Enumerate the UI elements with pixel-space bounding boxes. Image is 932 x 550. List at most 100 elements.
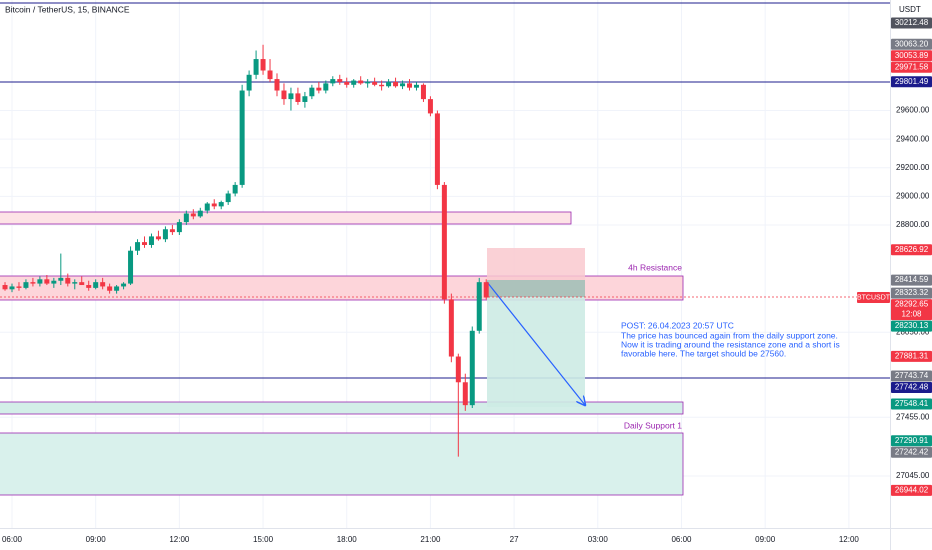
candle-body bbox=[100, 282, 106, 287]
candle-body bbox=[427, 99, 433, 114]
candle-body bbox=[476, 282, 482, 331]
price-tag bbox=[891, 61, 932, 73]
candle-body bbox=[107, 286, 113, 291]
resistance-zone-upper bbox=[0, 211, 572, 225]
price-tag bbox=[891, 244, 932, 256]
price-tag-label: 27242.42 bbox=[895, 447, 929, 456]
candle-body bbox=[455, 356, 461, 383]
price-tag-label: 28230.13 bbox=[895, 321, 929, 330]
candle-body bbox=[86, 285, 92, 288]
y-tick-label: 29400.00 bbox=[896, 134, 930, 143]
price-tag bbox=[891, 76, 932, 88]
price-tag-label: 30063.20 bbox=[895, 39, 929, 48]
price-tag-label: 28323.32 bbox=[895, 288, 929, 297]
price-tag-label: 29971.58 bbox=[895, 62, 929, 71]
candle-body bbox=[281, 90, 287, 100]
price-tag bbox=[891, 398, 932, 410]
candle-body bbox=[337, 79, 343, 82]
price-tag bbox=[891, 287, 932, 299]
candle-body bbox=[260, 59, 266, 71]
countdown: 12:08 bbox=[901, 310, 922, 319]
price-tag bbox=[891, 350, 932, 362]
candle-body bbox=[393, 81, 399, 87]
price-tag-label: 27290.91 bbox=[895, 436, 929, 445]
candle-body bbox=[295, 93, 301, 102]
candle-body bbox=[330, 79, 336, 84]
candle-body bbox=[93, 282, 99, 288]
price-tag-label: 30053.89 bbox=[895, 51, 929, 60]
candle-body bbox=[2, 285, 8, 290]
candle-body bbox=[16, 286, 22, 288]
y-tick-label: 27455.00 bbox=[896, 412, 930, 421]
y-tick-label: 29600.00 bbox=[896, 106, 930, 115]
y-tick-label: 28050.00 bbox=[896, 327, 930, 336]
candle-body bbox=[232, 184, 238, 194]
chart-title: Bitcoin / TetherUS, 15, BINANCE bbox=[5, 4, 130, 14]
candle-body bbox=[302, 96, 308, 102]
target-arrow bbox=[486, 281, 585, 405]
candle-body bbox=[190, 213, 196, 217]
x-tick-label: 27 bbox=[510, 535, 519, 544]
price-tag bbox=[891, 50, 932, 62]
post-line: POST: 26.04.2023 20:57 UTC bbox=[621, 320, 734, 330]
price-tag bbox=[891, 320, 932, 332]
price-tag bbox=[891, 435, 932, 447]
price-tag-label: 27548.41 bbox=[895, 399, 929, 408]
price-tag-label: 28626.92 bbox=[895, 245, 929, 254]
price-tag-label: 27742.48 bbox=[895, 383, 929, 392]
currency: USDT bbox=[899, 5, 921, 14]
stop-zone bbox=[487, 248, 585, 280]
x-tick-label: 21:00 bbox=[420, 535, 441, 544]
candle-body bbox=[413, 84, 419, 88]
candle-body bbox=[441, 184, 447, 300]
candle-body bbox=[365, 81, 371, 84]
candle-body bbox=[121, 283, 127, 287]
candle-body bbox=[155, 236, 161, 240]
candle-body bbox=[23, 282, 29, 288]
candle-body bbox=[407, 83, 413, 88]
candle-body bbox=[9, 286, 15, 290]
candle-body bbox=[400, 83, 406, 87]
candle-body bbox=[386, 81, 392, 87]
candle-body bbox=[239, 90, 245, 185]
post-line: Now it is trading around the resistance … bbox=[621, 339, 840, 349]
candle-body bbox=[162, 229, 168, 240]
candle-body bbox=[267, 70, 273, 80]
candle-body bbox=[30, 282, 36, 284]
price-tag bbox=[891, 17, 932, 29]
post-line: favorable here. The target should be 275… bbox=[621, 348, 786, 358]
price-tags: 30212.48 30063.20 30053.89 29971.58 29801.49… bbox=[857, 17, 932, 496]
candle-body bbox=[351, 80, 357, 85]
candle-body bbox=[37, 279, 43, 284]
candle-body bbox=[483, 282, 489, 298]
price-tag-label: 30212.48 bbox=[895, 18, 929, 27]
annotations: 4h Resistance Daily Support 1 POST: 26.0… bbox=[621, 262, 840, 430]
price-tag-label: 27881.31 bbox=[895, 351, 929, 360]
candle-body bbox=[204, 203, 210, 211]
candle-body bbox=[176, 222, 182, 233]
x-tick-label: 09:00 bbox=[86, 535, 107, 544]
price-tag bbox=[891, 370, 932, 382]
candle-body bbox=[469, 330, 475, 406]
price-tag-label: 28414.59 bbox=[895, 275, 929, 284]
candle-body bbox=[44, 279, 50, 284]
candle-body bbox=[72, 282, 78, 284]
x-tick-label: 03:00 bbox=[588, 535, 609, 544]
candle-body bbox=[372, 81, 378, 85]
x-tick-label: 06:00 bbox=[671, 535, 692, 544]
candle-body bbox=[344, 81, 350, 85]
symbol-label: BTCUSDT bbox=[857, 294, 891, 301]
y-tick-label: 29200.00 bbox=[896, 163, 930, 172]
candle-body bbox=[128, 250, 134, 284]
candle-body bbox=[51, 280, 57, 284]
candle-body bbox=[225, 193, 231, 203]
x-tick-label: 12:00 bbox=[839, 535, 860, 544]
candle-body bbox=[79, 282, 85, 286]
candle-body bbox=[58, 277, 64, 281]
x-tick-label: 12:00 bbox=[169, 535, 190, 544]
candle-body bbox=[218, 202, 224, 207]
y-tick-label: 29000.00 bbox=[896, 191, 930, 200]
candle-body bbox=[197, 210, 203, 217]
